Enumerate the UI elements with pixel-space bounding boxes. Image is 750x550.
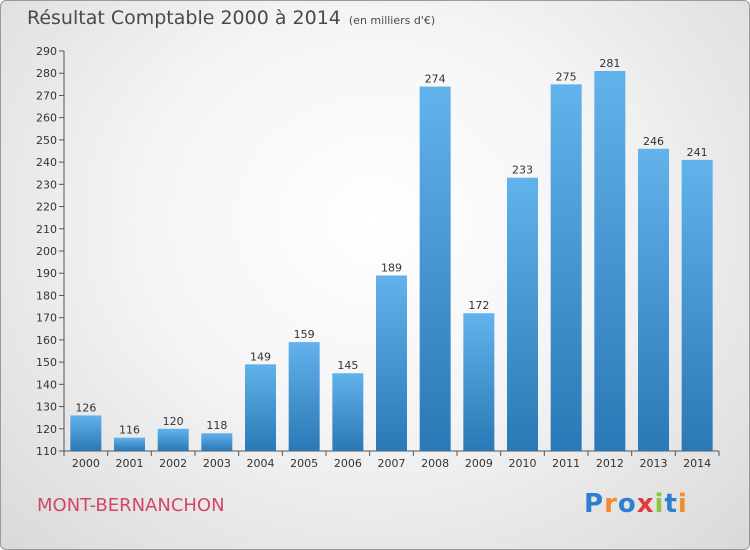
y-tick-label: 280: [36, 67, 57, 80]
y-tick-label: 160: [36, 334, 57, 347]
x-tick-label: 2012: [596, 457, 624, 470]
proxiti-logo[interactable]: Proxiti: [584, 489, 688, 519]
x-tick-label: 2009: [465, 457, 493, 470]
y-tick-label: 290: [36, 45, 57, 58]
y-tick-label: 260: [36, 112, 57, 125]
bar-value-label: 149: [250, 350, 271, 363]
location-name: MONT-BERNANCHON: [37, 495, 225, 516]
bar-2004: [245, 364, 276, 451]
bar-2001: [114, 437, 145, 451]
logo-letter: P: [584, 489, 605, 519]
x-tick-label: 2002: [159, 457, 187, 470]
bar-2011: [550, 84, 582, 451]
bar-2012: [594, 71, 626, 451]
bar-value-label: 159: [294, 328, 315, 341]
x-tick-label: 2004: [247, 457, 275, 470]
logo-letter: x: [636, 489, 655, 519]
bar-value-label: 120: [163, 415, 184, 428]
bar-value-label: 281: [599, 57, 620, 70]
y-tick-label: 200: [36, 245, 57, 258]
bar-2008: [419, 86, 451, 452]
bar-2009: [463, 313, 495, 451]
y-tick-label: 210: [36, 223, 57, 236]
y-tick-label: 230: [36, 178, 57, 191]
bar-value-label: 233: [512, 164, 533, 177]
y-tick-label: 190: [36, 267, 57, 280]
bar-2006: [332, 373, 364, 451]
y-tick-label: 270: [36, 89, 57, 102]
x-tick-label: 2006: [334, 457, 362, 470]
bar-value-label: 275: [556, 70, 577, 83]
y-tick-label: 180: [36, 289, 57, 302]
chart-title: Résultat Comptable 2000 à 2014 (en millie…: [27, 7, 435, 29]
y-tick-label: 240: [36, 156, 57, 169]
chart-title-text: Résultat Comptable 2000 à 2014: [27, 7, 341, 29]
bar-value-label: 274: [425, 73, 446, 86]
x-tick-label: 2001: [116, 457, 144, 470]
bar-2013: [638, 148, 669, 451]
logo-letter: i: [677, 489, 688, 519]
bar-value-label: 145: [337, 359, 358, 372]
y-tick-label: 110: [36, 445, 57, 458]
bar-2007: [376, 275, 407, 451]
bar-2005: [288, 342, 320, 451]
bar-value-label: 241: [687, 146, 708, 159]
x-tick-label: 2011: [552, 457, 580, 470]
bar-2002: [157, 428, 189, 451]
bar-value-label: 126: [75, 401, 96, 414]
logo-letter: o: [617, 489, 637, 519]
x-tick-label: 2014: [683, 457, 711, 470]
x-tick-label: 2000: [72, 457, 100, 470]
logo-letter: r: [604, 489, 618, 519]
x-tick-label: 2007: [378, 457, 406, 470]
bar-2014: [681, 159, 713, 451]
y-tick-label: 170: [36, 312, 57, 325]
x-tick-label: 2003: [203, 457, 231, 470]
y-tick-label: 150: [36, 356, 57, 369]
unit-note: (en milliers d'€): [348, 14, 436, 27]
bar-value-label: 246: [643, 135, 664, 148]
y-tick-label: 250: [36, 134, 57, 147]
x-tick-label: 2005: [290, 457, 318, 470]
x-tick-label: 2010: [509, 457, 537, 470]
logo-letter: i: [654, 489, 665, 519]
y-tick-label: 140: [36, 378, 57, 391]
y-tick-label: 220: [36, 201, 57, 214]
x-tick-label: 2008: [421, 457, 449, 470]
bar-value-label: 172: [468, 299, 489, 312]
x-tick-label: 2013: [640, 457, 668, 470]
bar-2003: [201, 433, 233, 451]
bar-value-label: 116: [119, 424, 140, 437]
bar-value-label: 189: [381, 261, 402, 274]
y-tick-label: 130: [36, 401, 57, 414]
bar-value-label: 118: [206, 419, 227, 432]
bar-2000: [70, 415, 102, 451]
y-tick-label: 120: [36, 423, 57, 436]
bar-2010: [507, 177, 538, 451]
logo-letter: t: [664, 489, 678, 519]
